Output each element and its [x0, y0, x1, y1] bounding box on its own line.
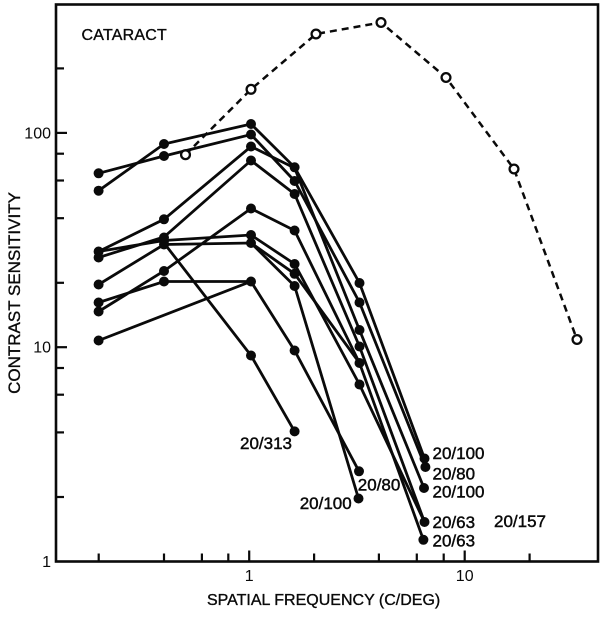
svg-text:20/100: 20/100	[300, 494, 352, 513]
svg-text:SPATIAL FREQUENCY (C/DEG): SPATIAL FREQUENCY (C/DEG)	[207, 592, 440, 609]
svg-text:20/313: 20/313	[240, 434, 292, 453]
svg-text:20/157: 20/157	[494, 512, 546, 531]
svg-text:20/80: 20/80	[358, 476, 401, 495]
svg-text:100: 100	[24, 126, 51, 143]
svg-text:1: 1	[42, 554, 51, 571]
svg-text:20/100: 20/100	[433, 444, 485, 463]
svg-text:20/63: 20/63	[433, 513, 476, 532]
svg-text:CONTRAST SENSITIVITY: CONTRAST SENSITIVITY	[5, 192, 24, 394]
svg-text:20/80: 20/80	[433, 465, 476, 484]
svg-text:20/63: 20/63	[433, 532, 476, 551]
svg-text:1: 1	[245, 568, 254, 585]
svg-text:20/100: 20/100	[433, 483, 485, 502]
svg-text:10: 10	[456, 568, 474, 585]
svg-text:CATARACT: CATARACT	[82, 27, 167, 44]
svg-text:10: 10	[33, 340, 51, 357]
